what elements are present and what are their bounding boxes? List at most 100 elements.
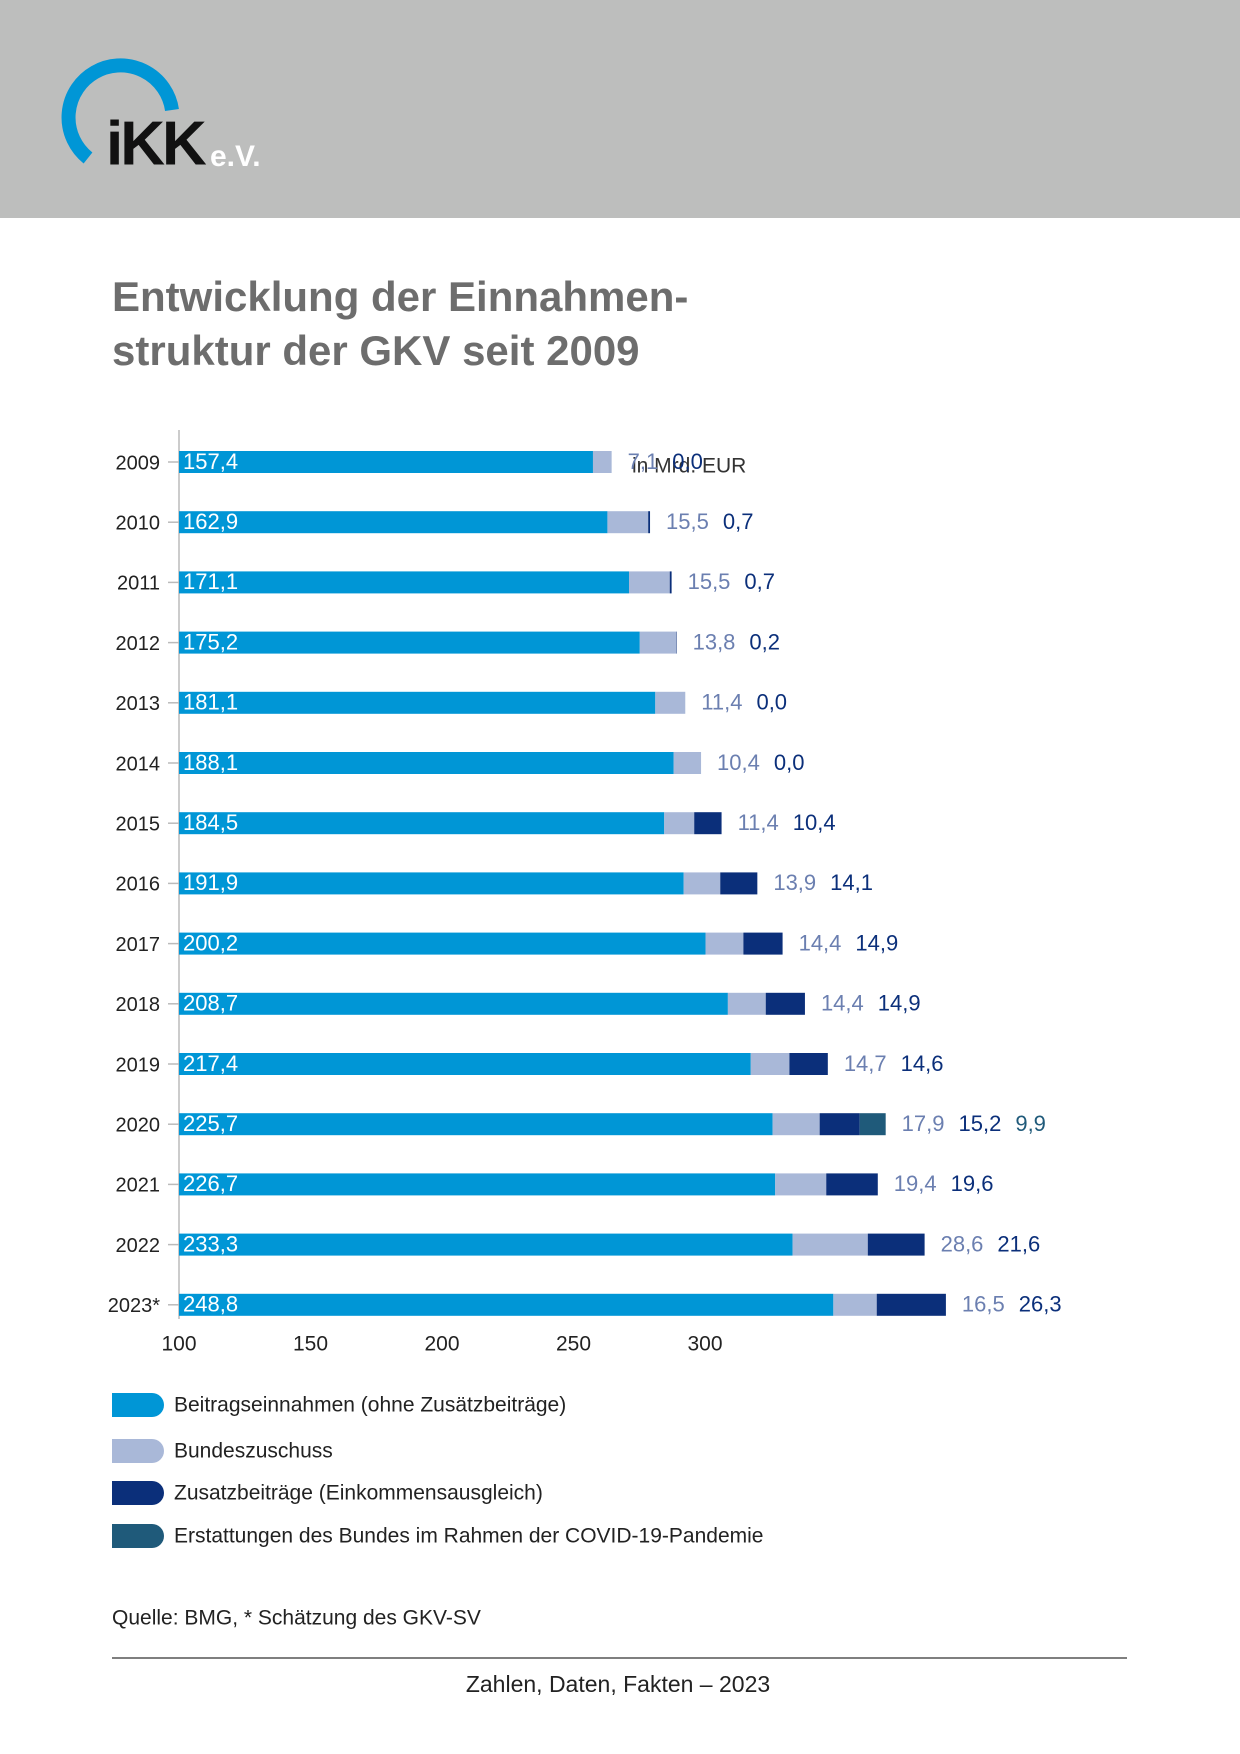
x-tick-label: 250	[556, 1333, 591, 1356]
value-label: 171,1	[183, 569, 238, 594]
value-label: 26,3	[1019, 1292, 1062, 1317]
bar-segment	[179, 451, 593, 473]
bar-segment	[179, 1173, 776, 1196]
y-tick-label: 2012	[116, 633, 161, 655]
value-label: 181,1	[183, 690, 238, 715]
value-label: 162,9	[183, 509, 238, 534]
bar-segment	[772, 1113, 820, 1136]
bar-segment	[792, 1233, 868, 1256]
value-label: 217,4	[183, 1051, 238, 1076]
logo: iKK	[106, 109, 207, 178]
value-label: 225,7	[183, 1111, 238, 1136]
bar-segment	[775, 1173, 827, 1196]
bar-segment	[607, 511, 649, 534]
value-label: 14,6	[901, 1051, 944, 1076]
value-label: 13,8	[693, 629, 736, 654]
value-label: 15,5	[666, 509, 709, 534]
value-label: 175,2	[183, 629, 238, 654]
chart-title: struktur der GKV seit 2009	[112, 327, 640, 374]
value-label: 11,4	[701, 690, 742, 715]
y-tick-label: 2019	[116, 1054, 161, 1076]
footer: Zahlen, Daten, Fakten – 2023	[466, 1671, 770, 1697]
bar-segment	[179, 631, 640, 654]
bar-segment	[592, 451, 612, 473]
value-label: 0,7	[723, 509, 754, 534]
bar-segment	[720, 872, 758, 895]
bar-segment	[179, 812, 665, 835]
y-tick-label: 2016	[116, 874, 161, 896]
y-tick-label: 2014	[116, 753, 161, 775]
bar-segment	[648, 511, 651, 534]
bar-segment	[179, 1293, 834, 1316]
y-tick-label: 2020	[116, 1114, 161, 1136]
legend-label: Beitragseinnahmen (ohne Zusätzbeiträge)	[174, 1394, 566, 1417]
legend-label: Bundeszuschuss	[174, 1440, 333, 1463]
value-label: 19,4	[894, 1171, 937, 1196]
bar-segment	[673, 752, 702, 774]
logo-suffix: e.V.	[210, 140, 261, 173]
bar-segment	[179, 992, 728, 1015]
bar-segment	[694, 812, 722, 835]
bar-segment	[179, 932, 706, 955]
bar-segment	[676, 631, 677, 654]
bar-segment	[867, 1233, 925, 1256]
value-label: 0,7	[744, 569, 775, 594]
value-label: 0,0	[672, 449, 703, 474]
bar-segment	[179, 1113, 773, 1136]
bar-segment	[179, 752, 674, 774]
value-label: 15,2	[959, 1111, 1002, 1136]
value-label: 14,9	[855, 930, 898, 955]
value-label: 0,2	[749, 629, 780, 654]
bar-segment	[683, 872, 721, 895]
y-tick-label: 2018	[116, 994, 161, 1016]
header-band	[0, 0, 1240, 218]
legend-swatch	[112, 1439, 142, 1463]
value-label: 208,7	[183, 991, 238, 1016]
value-label: 188,1	[183, 750, 238, 775]
value-label: 191,9	[183, 870, 238, 895]
unit-note: in Mrd. EUR	[632, 455, 746, 478]
value-label: 14,1	[830, 870, 873, 895]
bar-segment	[179, 1233, 793, 1256]
value-label: 11,4	[738, 810, 779, 835]
value-label: 17,9	[902, 1111, 945, 1136]
value-label: 248,8	[183, 1292, 238, 1317]
value-label: 28,6	[941, 1231, 984, 1256]
legend-swatch	[112, 1393, 142, 1417]
value-label: 15,5	[688, 569, 731, 594]
value-label: 7,1	[628, 449, 659, 474]
legend-label: Zusatzbeiträge (Einkommensausgleich)	[174, 1482, 543, 1505]
value-label: 16,5	[962, 1292, 1005, 1317]
bar-segment	[826, 1173, 878, 1196]
y-tick-label: 2011	[117, 573, 160, 595]
bar-segment	[179, 571, 629, 594]
value-label: 226,7	[183, 1171, 238, 1196]
bar-segment	[833, 1293, 877, 1316]
bar-segment	[669, 571, 672, 594]
y-tick-label: 2022	[116, 1235, 161, 1257]
bar-segment	[628, 571, 670, 594]
value-label: 10,4	[717, 750, 760, 775]
value-label: 233,3	[183, 1231, 238, 1256]
bar-segment	[750, 1053, 790, 1075]
value-label: 184,5	[183, 810, 238, 835]
x-tick-label: 200	[424, 1333, 459, 1356]
bar-segment	[179, 691, 656, 714]
value-label: 0,0	[774, 750, 805, 775]
chart-title: Entwicklung der Einnahmen-	[112, 273, 688, 320]
value-label: 14,4	[821, 991, 864, 1016]
value-label: 13,9	[773, 870, 816, 895]
logo-ring	[61, 58, 179, 164]
bar-segment	[859, 1113, 886, 1136]
y-tick-label: 2010	[116, 512, 161, 534]
y-tick-label: 2021	[116, 1175, 161, 1197]
bar-segment	[876, 1293, 946, 1316]
value-label: 157,4	[183, 449, 238, 474]
value-label: 14,9	[878, 991, 921, 1016]
legend-swatch	[112, 1481, 142, 1505]
bar-segment	[655, 691, 686, 714]
value-label: 14,4	[799, 930, 842, 955]
value-label: 14,7	[844, 1051, 887, 1076]
value-label: 200,2	[183, 930, 238, 955]
